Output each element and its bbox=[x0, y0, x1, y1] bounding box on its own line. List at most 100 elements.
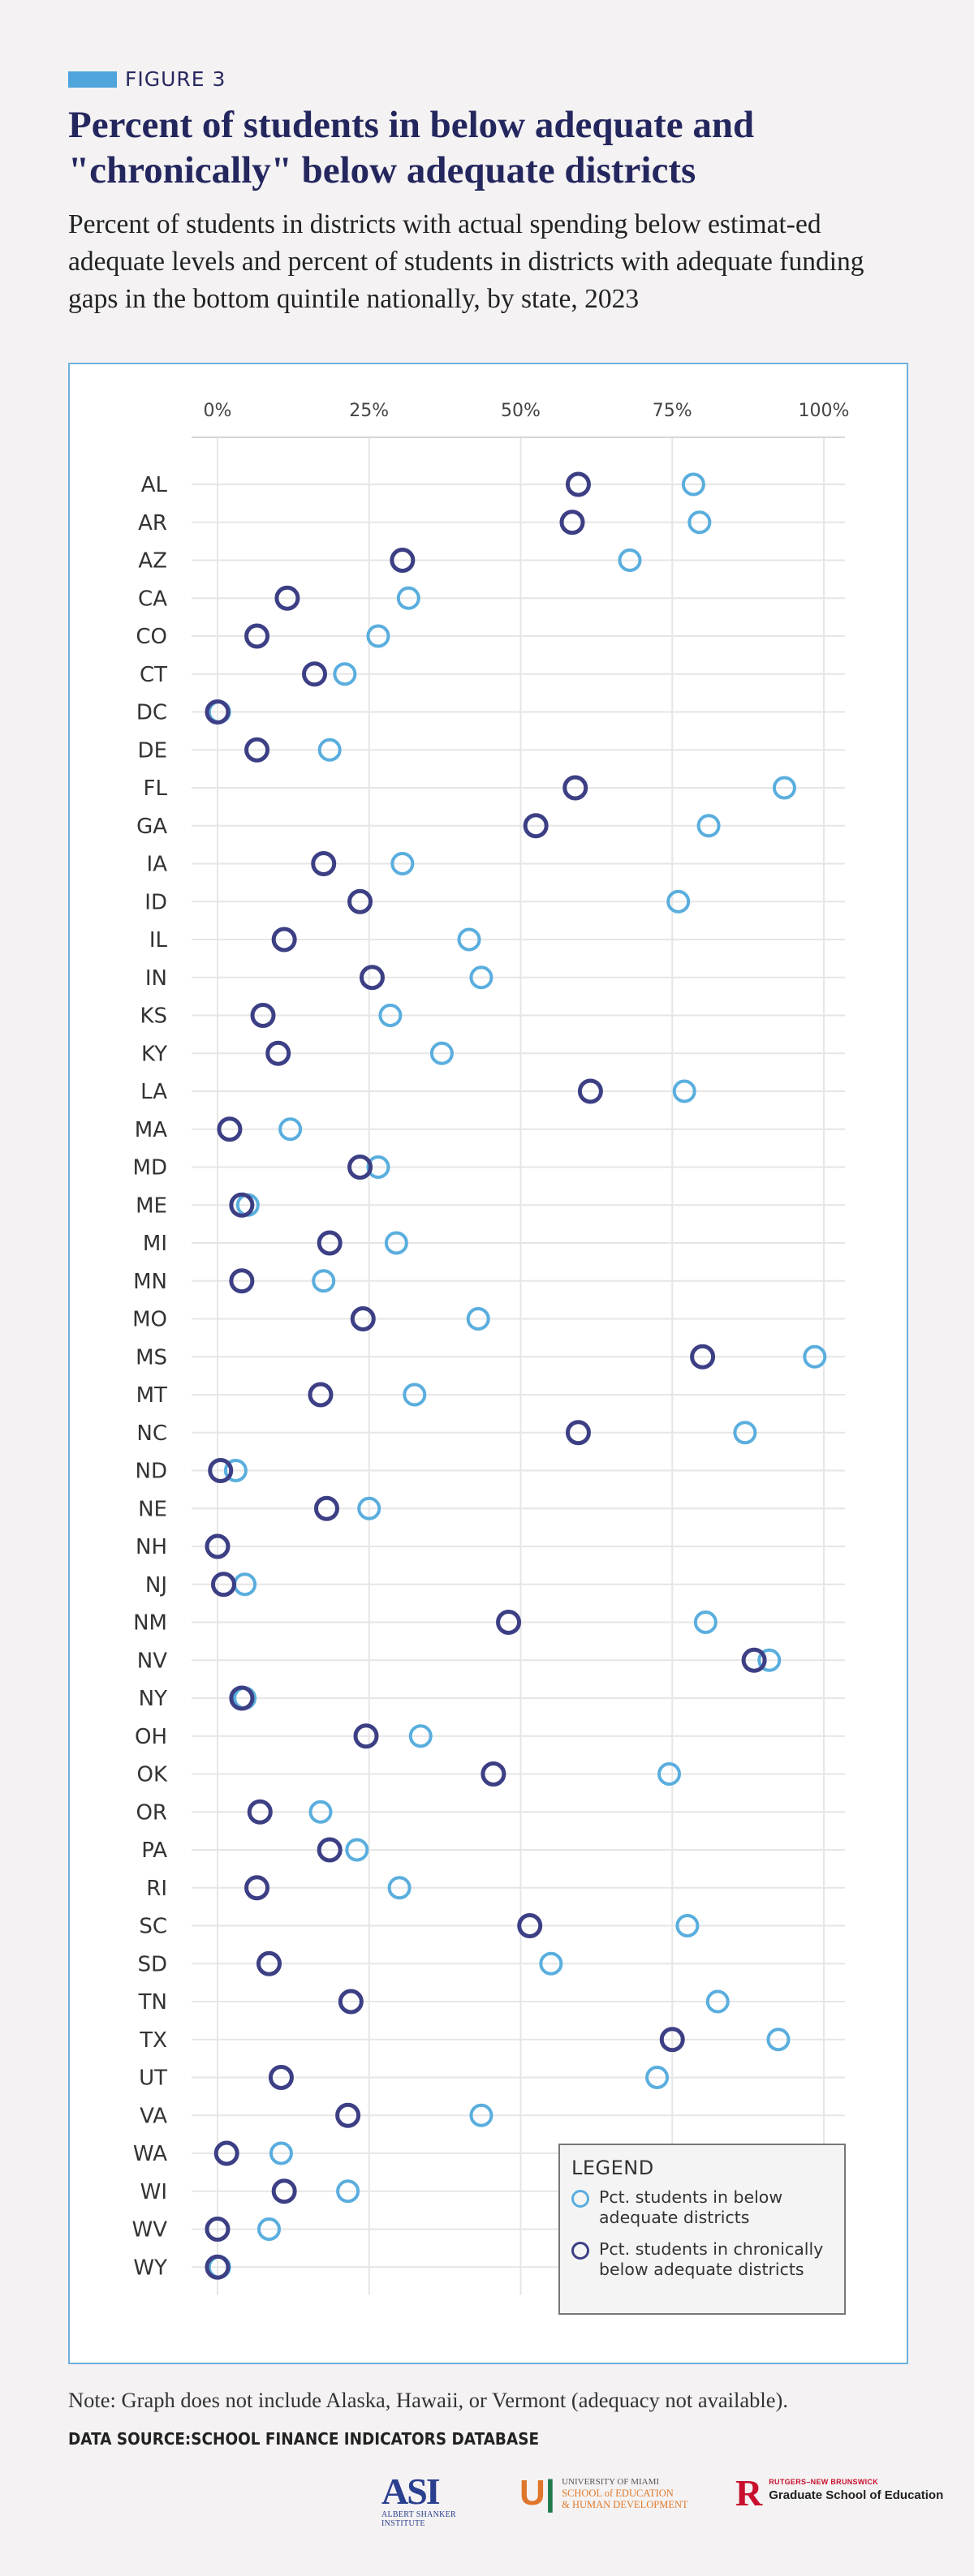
footnote: Note: Graph does not include Alaska, Haw… bbox=[68, 2388, 788, 2412]
chronically-below-point bbox=[217, 1116, 243, 1142]
legend-label: Pct. students in chronically below adequ… bbox=[599, 2239, 824, 2279]
asi-subtitle: ALBERT SHANKER INSTITUTE bbox=[381, 2510, 457, 2528]
university-of-miami-logo: U| UNIVERSITY OF MIAMI SCHOOL of EDUCATI… bbox=[519, 2473, 722, 2522]
state-label: AL bbox=[141, 473, 168, 497]
below-adequate-point bbox=[233, 1572, 257, 1597]
chronically-below-point bbox=[565, 471, 591, 497]
chronically-below-point bbox=[565, 1420, 591, 1446]
below-adequate-point bbox=[312, 1269, 336, 1293]
below-adequate-point bbox=[705, 1989, 730, 2014]
rutgers-text: RUTGERS–NEW BRUNSWICK Graduate School of… bbox=[769, 2475, 943, 2523]
x-tick-label: 0% bbox=[204, 401, 232, 421]
legend-marker-light-circle-icon bbox=[571, 2190, 589, 2208]
state-label: FL bbox=[144, 776, 168, 801]
state-label: GA bbox=[136, 815, 167, 839]
below-adequate-point bbox=[366, 624, 390, 648]
below-adequate-point bbox=[675, 1914, 700, 1937]
state-label: WI bbox=[140, 2180, 167, 2204]
x-tick-label: 75% bbox=[653, 401, 692, 421]
state-label: CO bbox=[136, 625, 167, 649]
state-label: LA bbox=[140, 1080, 167, 1104]
chronically-below-point bbox=[205, 2217, 231, 2242]
below-adequate-point bbox=[384, 1231, 408, 1255]
chronically-below-point bbox=[338, 1989, 364, 2015]
below-adequate-point bbox=[618, 548, 642, 572]
below-adequate-point bbox=[333, 662, 357, 686]
rutgers-small: RUTGERS–NEW BRUNSWICK bbox=[769, 2478, 879, 2486]
chronically-below-point bbox=[205, 2254, 231, 2280]
logo-strip: ASI ALBERT SHANKER INSTITUTE U| UNIVERSI… bbox=[0, 2473, 974, 2530]
below-adequate-point bbox=[766, 2028, 791, 2052]
dot-plot-chart: 0% 25% 50% 75% 100% AL AR AZ CA CO CT DC DE FL GA IA ID I… bbox=[132, 401, 850, 2295]
legend-item-below-adequate: Pct. students in below adequate district… bbox=[571, 2187, 833, 2228]
chronically-below-point bbox=[271, 2178, 297, 2204]
chronically-below-point bbox=[523, 813, 549, 839]
state-label: OH bbox=[135, 1725, 167, 1749]
legend: LEGEND Pct. students in below adequate d… bbox=[558, 2144, 846, 2315]
below-adequate-point bbox=[733, 1421, 757, 1445]
chronically-below-point bbox=[741, 1647, 767, 1673]
below-adequate-point bbox=[803, 1344, 827, 1369]
state-label: AZ bbox=[138, 549, 167, 574]
state-label: KS bbox=[140, 1004, 167, 1029]
chronically-below-point bbox=[317, 1230, 343, 1256]
state-label: MD bbox=[133, 1156, 167, 1180]
chronically-below-point bbox=[229, 1685, 255, 1711]
below-adequate-point bbox=[378, 1004, 403, 1027]
rutgers-big: Graduate School of Education bbox=[769, 2488, 944, 2502]
below-adequate-point bbox=[366, 1155, 390, 1179]
below-adequate-point bbox=[687, 510, 712, 535]
state-label: TN bbox=[138, 1990, 167, 2015]
below-adequate-point bbox=[317, 738, 342, 762]
state-label: MI bbox=[143, 1232, 167, 1256]
chronically-below-point bbox=[256, 1950, 282, 1976]
rutgers-logo: R RUTGERS–NEW BRUNSWICK Graduate School … bbox=[735, 2475, 946, 2523]
state-label: OK bbox=[136, 1763, 167, 1787]
chronically-below-point bbox=[229, 1268, 255, 1294]
chronically-below-point bbox=[353, 1723, 379, 1749]
chronically-below-point bbox=[481, 1761, 506, 1787]
chronically-below-point bbox=[208, 1458, 234, 1483]
chronically-below-point bbox=[302, 661, 328, 687]
legend-item-chronically-below: Pct. students in chronically below adequ… bbox=[571, 2239, 833, 2280]
state-label: MA bbox=[135, 1118, 167, 1142]
below-adequate-point bbox=[539, 1951, 563, 1976]
chronically-below-point bbox=[577, 1078, 603, 1104]
state-label: NJ bbox=[145, 1573, 167, 1598]
state-label: MT bbox=[136, 1383, 167, 1408]
chronically-below-point bbox=[559, 510, 585, 535]
chronically-below-point bbox=[265, 1040, 291, 1066]
chart-container: 0% 25% 50% 75% 100% AL AR AZ CA CO CT DC DE FL GA IA ID I… bbox=[68, 363, 908, 2364]
below-adequate-point bbox=[390, 852, 415, 875]
chronically-below-point bbox=[390, 548, 416, 573]
state-label: AR bbox=[138, 511, 167, 535]
below-adequate-point bbox=[396, 586, 420, 610]
asi-letters: ASI bbox=[381, 2471, 441, 2512]
state-label: NV bbox=[137, 1649, 167, 1673]
rutgers-r-icon: R bbox=[735, 2472, 763, 2514]
chronically-below-point bbox=[213, 2140, 239, 2166]
chronically-below-point bbox=[659, 2027, 685, 2053]
chronically-below-point bbox=[313, 1495, 339, 1521]
chronically-below-point bbox=[205, 1533, 231, 1559]
below-adequate-point bbox=[672, 1079, 696, 1103]
x-tick-label: 100% bbox=[799, 401, 850, 421]
chart-title: Percent of students in below adequate an… bbox=[68, 104, 755, 191]
state-label: SD bbox=[137, 1952, 167, 1976]
chronically-below-point bbox=[347, 1155, 373, 1180]
state-label: TX bbox=[139, 2028, 167, 2053]
below-adequate-point bbox=[408, 1724, 433, 1748]
below-adequate-point bbox=[278, 1117, 303, 1142]
chronically-below-point bbox=[350, 1306, 376, 1331]
chronically-below-point bbox=[274, 585, 300, 611]
below-adequate-point bbox=[308, 1800, 333, 1824]
chronically-below-point bbox=[247, 1799, 273, 1825]
chronically-below-point bbox=[496, 1610, 522, 1635]
below-adequate-point bbox=[336, 2179, 360, 2204]
chronically-below-point bbox=[244, 737, 270, 763]
chronically-below-point bbox=[244, 623, 270, 649]
below-adequate-point bbox=[772, 776, 796, 800]
state-label: IA bbox=[147, 853, 168, 877]
data-source: DATA SOURCE:SCHOOL FINANCE INDICATORS DA… bbox=[68, 2429, 540, 2449]
chronically-below-point bbox=[244, 1875, 270, 1901]
